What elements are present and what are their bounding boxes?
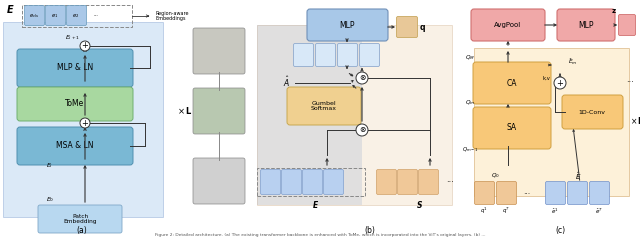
Text: ···: ··· [524, 191, 531, 199]
Text: 1D-Conv: 1D-Conv [579, 109, 605, 114]
FancyBboxPatch shape [562, 95, 623, 129]
Text: $\times\,\mathbf{M}$: $\times\,\mathbf{M}$ [630, 114, 640, 126]
Text: ⊗: ⊗ [359, 73, 365, 83]
Text: $\hat{A}$: $\hat{A}$ [284, 75, 291, 89]
Text: MSA & LN: MSA & LN [56, 142, 93, 150]
Text: SA: SA [507, 124, 517, 132]
FancyBboxPatch shape [193, 158, 245, 204]
Text: CA: CA [507, 78, 517, 88]
Text: $\hat{E}$: $\hat{E}$ [575, 170, 581, 182]
FancyBboxPatch shape [17, 127, 133, 165]
FancyBboxPatch shape [260, 169, 280, 194]
Text: Figure 2: Detailed architecture. (a) The existing transformer backbone is enhanc: Figure 2: Detailed architecture. (a) The… [155, 233, 485, 237]
Bar [257, 25, 362, 205]
FancyBboxPatch shape [294, 43, 314, 66]
Text: $\hat{e}^T$: $\hat{e}^T$ [595, 206, 603, 216]
Text: E: E [6, 5, 13, 15]
FancyBboxPatch shape [17, 49, 133, 87]
Text: (c): (c) [555, 226, 565, 234]
Text: MLP: MLP [579, 20, 594, 30]
FancyBboxPatch shape [45, 6, 65, 25]
Bar [22, 5, 132, 27]
Text: ···: ··· [446, 179, 454, 187]
Circle shape [80, 41, 90, 51]
Text: $Q_0$: $Q_0$ [490, 172, 499, 180]
FancyBboxPatch shape [474, 181, 495, 204]
Text: AvgPool: AvgPool [494, 22, 522, 28]
FancyBboxPatch shape [618, 14, 636, 36]
Bar [257, 168, 365, 196]
Bar [474, 48, 629, 196]
Text: $Q_M$: $Q_M$ [465, 54, 475, 62]
FancyBboxPatch shape [557, 9, 615, 41]
FancyBboxPatch shape [419, 169, 438, 194]
Text: ···: ··· [626, 78, 634, 88]
Text: E: E [312, 202, 317, 210]
Text: Patch
Embedding: Patch Embedding [63, 214, 97, 224]
Circle shape [356, 72, 368, 84]
Text: $E_{i+1}$: $E_{i+1}$ [65, 34, 79, 42]
Text: ⊗: ⊗ [359, 126, 365, 134]
Text: $q^T$: $q^T$ [502, 206, 510, 216]
FancyBboxPatch shape [473, 62, 551, 104]
FancyBboxPatch shape [316, 43, 335, 66]
Text: $\mathbf{q}$: $\mathbf{q}$ [419, 23, 426, 34]
FancyBboxPatch shape [360, 43, 380, 66]
Text: $e_{cls}$: $e_{cls}$ [29, 12, 39, 20]
FancyBboxPatch shape [545, 181, 566, 204]
Text: $q^1$: $q^1$ [480, 206, 488, 216]
Bar [257, 25, 452, 205]
Text: ToMe: ToMe [65, 100, 84, 108]
Text: +: + [81, 119, 88, 127]
FancyBboxPatch shape [67, 6, 86, 25]
Circle shape [554, 77, 566, 89]
FancyBboxPatch shape [323, 169, 344, 194]
Bar [3, 22, 163, 217]
Text: $\times\,\mathbf{L}$: $\times\,\mathbf{L}$ [177, 104, 193, 115]
Text: (b): (b) [365, 226, 376, 234]
FancyBboxPatch shape [24, 6, 45, 25]
FancyBboxPatch shape [471, 9, 545, 41]
Text: $e_1$: $e_1$ [51, 12, 59, 20]
FancyBboxPatch shape [397, 17, 417, 37]
Text: $\hat{e}^1$: $\hat{e}^1$ [551, 206, 559, 216]
FancyBboxPatch shape [287, 87, 361, 125]
FancyBboxPatch shape [307, 9, 388, 41]
FancyBboxPatch shape [337, 43, 358, 66]
Text: $Q_m$: $Q_m$ [465, 99, 475, 108]
Text: $Q_{m-1}$: $Q_{m-1}$ [462, 146, 478, 154]
Text: +: + [557, 78, 563, 88]
FancyBboxPatch shape [38, 205, 122, 233]
FancyBboxPatch shape [376, 169, 397, 194]
FancyBboxPatch shape [303, 169, 323, 194]
Text: MLP & LN: MLP & LN [57, 64, 93, 72]
Text: $\mathbf{z}$: $\mathbf{z}$ [611, 7, 617, 15]
Text: +: + [81, 42, 88, 50]
FancyBboxPatch shape [473, 107, 551, 149]
Text: MLP: MLP [339, 20, 355, 30]
Text: $E_i$: $E_i$ [47, 162, 54, 170]
FancyBboxPatch shape [17, 87, 133, 121]
FancyBboxPatch shape [568, 181, 588, 204]
Text: $E_0$: $E_0$ [46, 196, 54, 204]
FancyBboxPatch shape [497, 181, 516, 204]
Text: ···: ··· [93, 13, 99, 18]
FancyBboxPatch shape [193, 88, 245, 134]
Text: $\hat{E}_m$: $\hat{E}_m$ [568, 57, 578, 67]
FancyBboxPatch shape [589, 181, 609, 204]
Text: Region-aware
Embeddings: Region-aware Embeddings [147, 11, 189, 21]
FancyBboxPatch shape [397, 169, 417, 194]
FancyBboxPatch shape [282, 169, 301, 194]
Circle shape [356, 124, 368, 136]
FancyBboxPatch shape [193, 28, 245, 74]
Circle shape [80, 118, 90, 128]
Text: $e_2$: $e_2$ [72, 12, 79, 20]
Text: k,v: k,v [542, 76, 550, 80]
Text: (a): (a) [77, 226, 88, 234]
Text: S: S [417, 202, 423, 210]
Text: Gumbel
Softmax: Gumbel Softmax [311, 101, 337, 111]
